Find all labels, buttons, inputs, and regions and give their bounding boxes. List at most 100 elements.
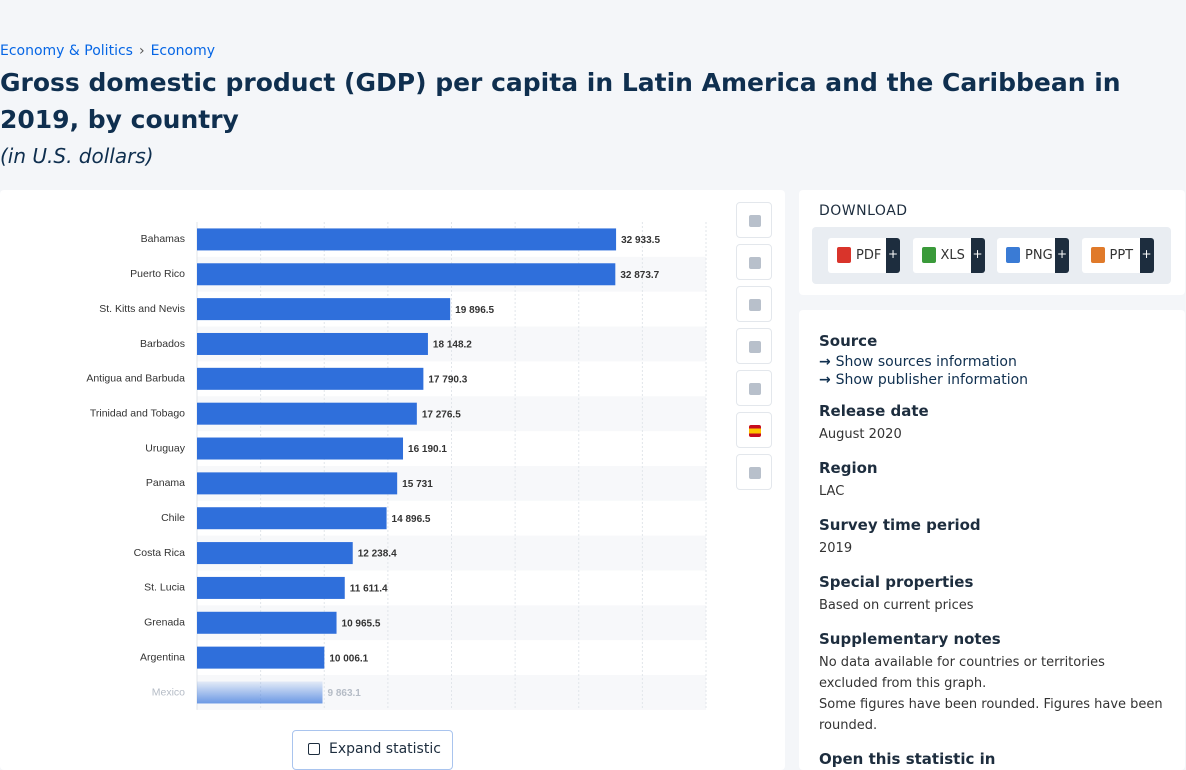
- detail-text: Some figures have been rounded. Figures …: [819, 697, 1163, 733]
- format-label: PDF: [856, 248, 882, 263]
- y-tick-label: Argentina: [140, 651, 185, 663]
- details-card: Source Show sources information Show pub…: [799, 310, 1185, 770]
- bar: [197, 611, 337, 634]
- y-tick-label: Puerto Rico: [130, 268, 185, 280]
- detail-text: Based on current prices: [819, 598, 974, 613]
- detail-section: Open this statistic in: [819, 750, 1165, 768]
- file-icon: [921, 247, 936, 263]
- download-label: DOWNLOAD: [819, 203, 908, 219]
- print-button[interactable]: [736, 454, 772, 490]
- bar: [197, 367, 424, 390]
- file-icon: [1090, 247, 1105, 263]
- y-tick-label: Trinidad and Tobago: [90, 407, 185, 419]
- detail-section: Region LAC: [819, 459, 1165, 502]
- plus: +: [1055, 238, 1069, 273]
- plus: +: [1139, 238, 1154, 273]
- bar: [197, 507, 387, 530]
- y-tick-label: Antigua and Barbuda: [86, 373, 185, 385]
- download-button[interactable]: PDF +: [828, 238, 900, 273]
- expand-button[interactable]: Expand statistic: [292, 730, 453, 770]
- separator: ›: [138, 43, 145, 59]
- detail-text: 2019: [819, 541, 853, 556]
- bar: [197, 332, 428, 355]
- data-label: 17 790.3: [428, 374, 467, 385]
- detail-heading: Special properties: [819, 573, 974, 591]
- bar: [197, 646, 325, 669]
- y-tick-label: St. Lucia: [144, 582, 185, 594]
- detail-section: Supplementary notes No data available for…: [819, 630, 1165, 736]
- chart: Bahamas 32 933.5 Puerto Rico 32 873.7 St. Ki…: [86, 222, 707, 710]
- file-icon: [837, 247, 851, 263]
- bar: [197, 576, 345, 599]
- y-tick-label: St. Kitts and Nevis: [99, 303, 185, 315]
- download-button[interactable]: XLS +: [912, 238, 985, 273]
- download-button[interactable]: PNG +: [997, 238, 1069, 273]
- detail-text: August 2020: [819, 427, 902, 442]
- detail-heading: Release date: [819, 402, 929, 420]
- plus: +: [886, 238, 900, 273]
- data-label: 32 873.7: [620, 270, 659, 281]
- detail-heading: Open this statistic in: [819, 750, 996, 768]
- cite-button[interactable]: [736, 370, 772, 406]
- y-tick-label: Panama: [146, 477, 185, 489]
- bar: [197, 437, 404, 460]
- breadcrumb-link[interactable]: Economy: [150, 43, 216, 59]
- share-button[interactable]: [736, 328, 772, 364]
- y-tick-label: Barbados: [140, 338, 185, 350]
- format-label: XLS: [940, 248, 965, 263]
- bar: [197, 402, 417, 425]
- alert-button[interactable]: [736, 244, 772, 280]
- data-label: 16 190.1: [408, 444, 447, 455]
- format-label: PPT: [1109, 248, 1134, 263]
- detail-sections: Release date August 2020 Region LAC Survey t…: [819, 402, 1165, 768]
- data-label: 11 611.4: [350, 584, 388, 595]
- favorite-button[interactable]: [736, 202, 772, 238]
- download-button[interactable]: PPT +: [1081, 238, 1154, 273]
- detail-text: LAC: [819, 484, 845, 499]
- settings-button[interactable]: [736, 286, 772, 322]
- detail-heading: Region: [819, 459, 878, 477]
- data-label: 15 731: [402, 479, 433, 490]
- detail-heading: Survey time period: [819, 516, 981, 534]
- bar: [197, 472, 398, 495]
- detail-heading: Supplementary notes: [819, 630, 1001, 648]
- data-label: 14 896.5: [392, 514, 431, 525]
- plus: +: [970, 238, 985, 273]
- bar: [197, 681, 323, 704]
- publisher-link[interactable]: Show publisher information: [819, 372, 1165, 388]
- download-card: DOWNLOAD PDF + XLS + PNG + PPT +: [799, 190, 1185, 295]
- data-label: 9 863.1: [328, 688, 362, 699]
- title: Gross domestic product (GDP) per capita …: [0, 68, 1121, 134]
- language-button[interactable]: [736, 412, 772, 448]
- breadcrumb: Economy & Politics › Economy: [0, 43, 215, 59]
- bar: [197, 228, 617, 251]
- bar: [197, 298, 451, 321]
- y-tick-label: Bahamas: [141, 233, 185, 245]
- download-bar: PDF + XLS + PNG + PPT +: [812, 227, 1171, 284]
- detail-section: Special properties Based on current price…: [819, 573, 1165, 616]
- source-link[interactable]: Show sources information: [819, 354, 1165, 370]
- chart-card: Bahamas 32 933.5 Puerto Rico 32 873.7 St. Ki…: [0, 190, 785, 770]
- detail-section: Survey time period 2019: [819, 516, 1165, 559]
- data-label: 17 276.5: [422, 409, 461, 420]
- format-label: PNG: [1025, 248, 1053, 263]
- file-icon: [1006, 247, 1020, 263]
- data-label: 10 006.1: [329, 653, 368, 664]
- data-label: 19 896.5: [455, 305, 494, 316]
- y-tick-label: Uruguay: [145, 442, 185, 454]
- data-label: 12 238.4: [358, 549, 397, 560]
- y-tick-label: Chile: [161, 512, 185, 524]
- detail-section: Release date August 2020: [819, 402, 1165, 445]
- y-tick-label: Costa Rica: [134, 547, 186, 559]
- source-heading: Source: [819, 332, 878, 350]
- bar: [197, 542, 353, 565]
- data-label: 10 965.5: [342, 618, 381, 629]
- y-tick-label: Grenada: [144, 617, 185, 629]
- detail-text: No data available for countries or terri…: [819, 655, 1105, 691]
- data-label: 32 933.5: [621, 235, 660, 246]
- subtitle: (in U.S. dollars): [0, 144, 154, 168]
- y-tick-label: Mexico: [152, 686, 185, 698]
- breadcrumb-link[interactable]: Economy & Politics: [0, 43, 133, 59]
- data-label: 18 148.2: [433, 340, 472, 351]
